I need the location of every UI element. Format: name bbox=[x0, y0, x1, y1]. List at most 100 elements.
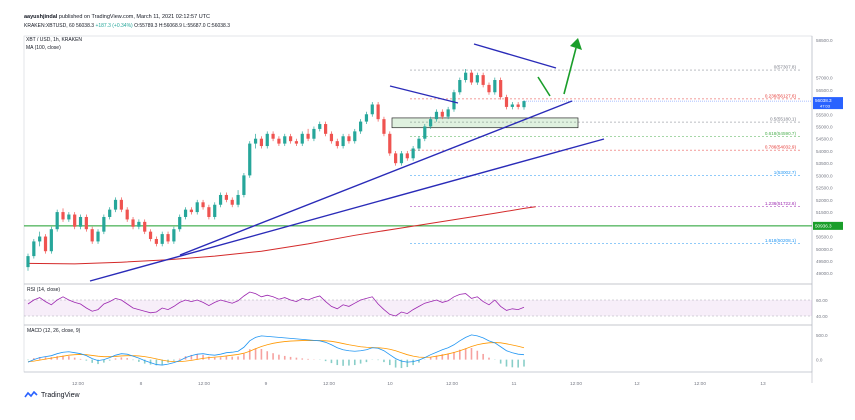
candle-body bbox=[306, 133, 310, 139]
candle-body bbox=[434, 111, 439, 120]
candle-body bbox=[67, 214, 71, 220]
x-tick-label: 12:00 bbox=[694, 381, 706, 387]
candle-body bbox=[108, 209, 112, 217]
fib-level-label: 0.786(54032.9) bbox=[765, 145, 797, 150]
candle-body bbox=[172, 229, 176, 242]
candle-body bbox=[446, 109, 450, 117]
candle-body bbox=[236, 194, 240, 205]
candle-body bbox=[458, 80, 462, 93]
fib-level-label: 0.236(56127.6) bbox=[765, 93, 797, 98]
x-tick-label: 8 bbox=[140, 381, 143, 387]
candle-body bbox=[242, 175, 246, 195]
x-tick-label: 12:00 bbox=[198, 381, 210, 387]
x-tick-label: 10 bbox=[387, 381, 393, 387]
candle-body bbox=[499, 80, 503, 98]
candle-body bbox=[493, 80, 497, 93]
candle-body bbox=[417, 138, 421, 149]
last-price-label: 56038.3 bbox=[815, 98, 832, 103]
candle-body bbox=[312, 128, 316, 139]
y-tick-label: 52500.0 bbox=[816, 186, 833, 191]
candle-body bbox=[166, 234, 170, 242]
y-tick-label: 50500.0 bbox=[816, 235, 833, 240]
support-level-tag bbox=[813, 221, 843, 230]
x-tick-label: 12 bbox=[634, 381, 640, 387]
y-tick-label: 51500.0 bbox=[816, 210, 833, 215]
candle-body bbox=[224, 194, 228, 200]
candle-body bbox=[49, 229, 53, 252]
y-tick-label: 58500.0 bbox=[816, 38, 833, 43]
candle-body bbox=[78, 216, 83, 227]
x-tick-label: 12:00 bbox=[323, 381, 335, 387]
candle-body bbox=[487, 84, 491, 93]
fib-level-label: 1(53002.7) bbox=[774, 170, 797, 175]
rsi-band bbox=[24, 300, 812, 316]
candle-body bbox=[353, 131, 357, 142]
candle-body bbox=[329, 133, 334, 142]
candle-body bbox=[510, 104, 514, 107]
y-tick-label: 55000.0 bbox=[816, 124, 833, 129]
candle-body bbox=[405, 153, 409, 159]
candle-body bbox=[277, 138, 281, 144]
candle-body bbox=[376, 104, 380, 120]
candle-body bbox=[481, 75, 485, 85]
candle-body bbox=[73, 214, 77, 227]
candle-body bbox=[475, 75, 479, 83]
candle-body bbox=[388, 133, 392, 154]
candle-body bbox=[265, 133, 269, 147]
fib-level-label: 1.618(50208.1) bbox=[765, 238, 797, 243]
candle-body bbox=[125, 209, 129, 220]
fib-level-label: 1.236(51722.6) bbox=[765, 201, 797, 206]
rising-trendline-lower bbox=[89, 138, 605, 282]
candle-body bbox=[201, 202, 205, 208]
candle-body bbox=[288, 136, 293, 142]
candle-body bbox=[324, 124, 328, 134]
candle-body bbox=[469, 72, 474, 83]
candle-body bbox=[61, 212, 65, 220]
candle-body bbox=[26, 256, 30, 268]
candle-body bbox=[394, 153, 398, 164]
chart-legend: XBT / USD, 1h, KRAKEN MA (100, close) bbox=[26, 37, 82, 52]
rsi-line bbox=[27, 291, 525, 317]
candle-body bbox=[218, 194, 223, 205]
candle-body bbox=[253, 138, 258, 144]
candle-body bbox=[370, 104, 374, 115]
candle-body bbox=[143, 221, 147, 232]
macd-line bbox=[27, 334, 525, 366]
candle-body bbox=[440, 111, 444, 117]
candle-body bbox=[504, 97, 509, 107]
candle-body bbox=[522, 101, 526, 108]
candle-body bbox=[399, 153, 404, 164]
candle-body bbox=[516, 104, 520, 107]
candle-body bbox=[131, 219, 135, 227]
arrow-head-icon bbox=[570, 38, 582, 50]
x-tick-label: 12:00 bbox=[446, 381, 458, 387]
candle-body bbox=[429, 119, 433, 127]
candle-body bbox=[382, 119, 386, 134]
macd-label: MACD (12, 26, close, 9) bbox=[27, 328, 81, 334]
candle-body bbox=[38, 236, 42, 242]
y-tick-label: 49000.0 bbox=[816, 271, 833, 276]
candle-body bbox=[259, 138, 264, 147]
candle-body bbox=[294, 141, 299, 144]
x-tick-label: 9 bbox=[265, 381, 268, 387]
candle-body bbox=[113, 199, 118, 210]
fib-level-label: 0.5(55180.1) bbox=[770, 117, 797, 122]
candle-body bbox=[411, 148, 415, 159]
fib-level-label: 0(57307.8) bbox=[774, 65, 797, 70]
candle-body bbox=[283, 136, 287, 144]
tradingview-logo-icon bbox=[24, 391, 38, 398]
y-tick-label: 55500.0 bbox=[816, 112, 833, 117]
resistance-line-left bbox=[389, 85, 459, 104]
candle-body bbox=[423, 126, 427, 139]
candle-body bbox=[359, 121, 363, 132]
y-tick-label: 57000.0 bbox=[816, 76, 833, 81]
candle-body bbox=[335, 141, 339, 147]
candle-body bbox=[84, 216, 88, 230]
publish-info: aayushjindal published on TradingView.co… bbox=[24, 14, 210, 20]
candle-body bbox=[43, 236, 48, 252]
x-tick-label: 12:00 bbox=[72, 381, 84, 387]
rsi-label: RSI (14, close) bbox=[27, 287, 60, 293]
candle-body bbox=[347, 136, 351, 142]
legend-pair: XBT / USD, 1h, KRAKEN bbox=[26, 37, 83, 43]
